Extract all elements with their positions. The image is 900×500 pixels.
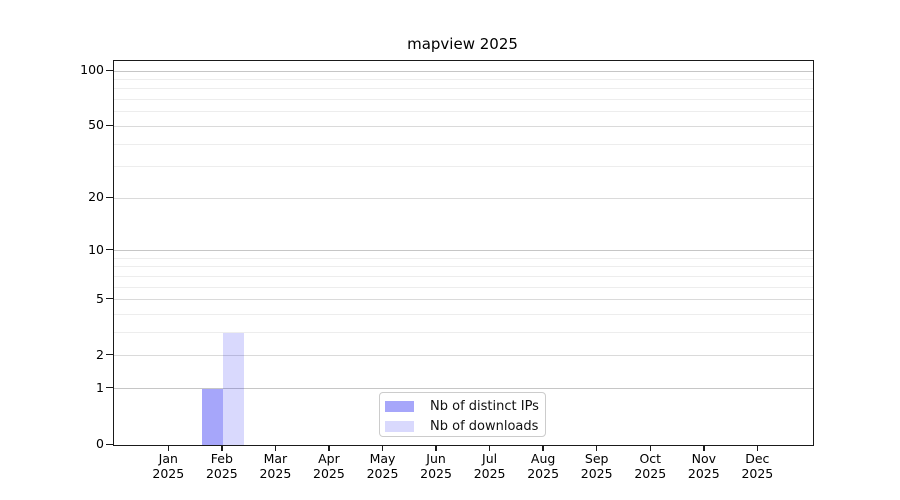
minor-gridline	[114, 332, 813, 334]
y-tick-label: 100	[80, 62, 104, 77]
x-tick-label: Apr 2025	[313, 451, 345, 481]
x-tick-mark	[274, 445, 277, 451]
x-tick-label: Sep 2025	[580, 451, 613, 481]
major-gridline	[114, 355, 813, 357]
y-tick-mark	[106, 69, 113, 71]
x-tick-mark	[703, 445, 705, 451]
x-tick-label: Feb 2025	[205, 451, 238, 481]
major-gridline	[114, 125, 813, 127]
minor-gridline	[114, 88, 813, 90]
minor-gridline	[114, 111, 813, 113]
x-tick-label: Nov 2025	[687, 451, 720, 481]
chart-title: mapview 2025	[407, 35, 518, 53]
x-tick-mark	[542, 445, 544, 451]
y-tick-label: 5	[96, 290, 104, 306]
x-tick-label: Aug 2025	[527, 451, 560, 481]
x-tick-label: Oct 2025	[634, 451, 667, 481]
y-tick-mark	[106, 354, 113, 356]
y-tick-mark	[106, 298, 113, 300]
legend-label: Nb of downloads	[430, 419, 539, 434]
x-tick-label: Dec 2025	[741, 451, 774, 481]
x-tick-mark	[435, 445, 437, 451]
legend-item: Nb of distinct IPs	[385, 398, 545, 415]
x-tick-mark	[756, 445, 759, 451]
y-tick-mark	[106, 249, 113, 251]
minor-gridline	[114, 266, 813, 268]
bar-feb-distinct_ips	[201, 388, 223, 445]
major-gridline	[114, 299, 813, 301]
legend: Nb of distinct IPs Nb of downloads	[379, 392, 546, 437]
x-tick-mark	[221, 445, 223, 451]
y-tick-label: 20	[88, 189, 104, 205]
legend-swatch-downloads	[385, 421, 414, 432]
y-tick-mark	[106, 443, 113, 445]
y-tick-label: 50	[88, 117, 104, 133]
minor-gridline	[114, 99, 813, 101]
x-tick-mark	[381, 445, 384, 451]
y-tick-mark	[106, 387, 113, 389]
x-tick-label: May 2025	[366, 451, 399, 481]
major-gridline	[114, 197, 813, 199]
x-tick-mark	[328, 445, 330, 451]
x-tick-label: Mar 2025	[259, 451, 292, 481]
y-tick-label: 0	[96, 436, 104, 451]
bar-feb-downloads	[222, 332, 244, 445]
legend-label: Nb of distinct IPs	[430, 399, 539, 414]
y-tick-mark	[106, 196, 113, 198]
minor-gridline	[114, 78, 813, 80]
x-tick-mark	[488, 445, 491, 451]
decade-gridline	[114, 70, 813, 72]
x-tick-label: Jun 2025	[420, 451, 452, 481]
y-tick-label: 1	[96, 379, 104, 395]
minor-gridline	[114, 257, 813, 259]
x-tick-label: Jul 2025	[473, 451, 506, 481]
y-tick-mark	[106, 124, 113, 126]
x-tick-label: Jan 2025	[152, 451, 185, 481]
x-tick-mark	[649, 445, 651, 451]
minor-gridline	[114, 314, 813, 316]
plot-area	[113, 60, 814, 446]
x-tick-mark	[595, 445, 598, 451]
y-tick-label: 2	[96, 346, 104, 362]
y-tick-label: 10	[88, 241, 104, 257]
x-tick-mark	[167, 445, 170, 451]
decade-gridline	[114, 250, 813, 252]
minor-gridline	[114, 286, 813, 288]
minor-gridline	[114, 143, 813, 145]
minor-gridline	[114, 166, 813, 168]
decade-gridline	[114, 388, 813, 390]
legend-swatch-distinct_ips	[385, 401, 414, 412]
minor-gridline	[114, 275, 813, 277]
legend-item: Nb of downloads	[385, 418, 545, 435]
